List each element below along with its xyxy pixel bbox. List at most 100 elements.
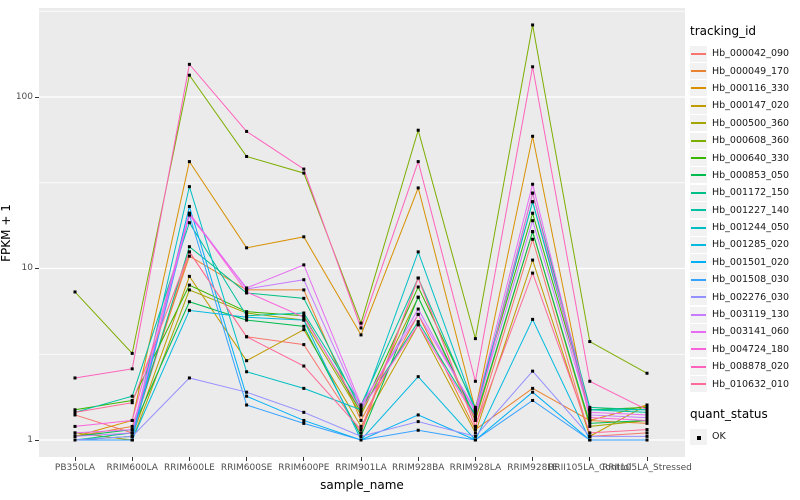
data-point bbox=[302, 288, 306, 292]
data-point bbox=[416, 320, 420, 324]
data-point bbox=[588, 424, 592, 428]
legend-color-title: tracking_id bbox=[690, 24, 757, 38]
legend-item-Hb_004724_180: Hb_004724_180 bbox=[690, 341, 800, 358]
data-point bbox=[187, 185, 191, 189]
legend-line-icon bbox=[691, 383, 706, 386]
data-point bbox=[130, 398, 134, 402]
data-point bbox=[245, 390, 249, 394]
legend-key-swatch bbox=[690, 236, 707, 253]
legend-item-label: Hb_001244_050 bbox=[712, 222, 790, 234]
legend-item-label: Hb_008878_020 bbox=[712, 361, 790, 373]
x-tick-mark bbox=[188, 457, 190, 461]
data-point bbox=[416, 312, 420, 316]
data-point bbox=[73, 431, 77, 435]
legend-item-label: Hb_000500_360 bbox=[712, 117, 790, 129]
legend-item-Hb_000042_090: Hb_000042_090 bbox=[690, 45, 800, 62]
x-tick-label: RRII105LA_Control bbox=[548, 463, 632, 473]
data-point bbox=[187, 274, 191, 278]
legend-item-label: Hb_001285_020 bbox=[712, 239, 790, 251]
legend-shape-title: quant_status bbox=[690, 406, 768, 421]
x-tick-label: RRIM600LA bbox=[106, 463, 158, 473]
data-point bbox=[302, 235, 306, 239]
data-point bbox=[302, 343, 306, 347]
legend-item-label: Hb_000853_050 bbox=[712, 169, 790, 181]
data-point bbox=[245, 310, 249, 314]
data-point bbox=[73, 290, 77, 294]
legend-key-swatch bbox=[690, 306, 707, 323]
data-point bbox=[588, 408, 592, 412]
data-point bbox=[302, 328, 306, 332]
legend-item-label: Hb_000147_020 bbox=[712, 100, 790, 112]
series-line-Hb_008878_020 bbox=[74, 63, 648, 411]
x-tick-mark bbox=[589, 457, 591, 461]
y-tick-label: 100 bbox=[15, 91, 33, 102]
data-point bbox=[588, 438, 592, 442]
data-point bbox=[588, 431, 592, 435]
data-point bbox=[531, 211, 535, 215]
data-point bbox=[416, 428, 420, 432]
data-point bbox=[473, 434, 477, 438]
legend-item-label: Hb_000640_330 bbox=[712, 152, 790, 164]
data-point bbox=[473, 337, 477, 341]
data-point bbox=[531, 390, 535, 394]
legend-key-swatch bbox=[690, 219, 707, 236]
data-point bbox=[531, 200, 535, 204]
data-point bbox=[130, 401, 134, 405]
legend-line-icon bbox=[691, 226, 706, 229]
legend-item-Hb_000049_170: Hb_000049_170 bbox=[690, 62, 800, 80]
data-point bbox=[130, 438, 134, 442]
legend-item-Hb_001172_150: Hb_001172_150 bbox=[690, 184, 800, 201]
data-point bbox=[187, 283, 191, 287]
data-point bbox=[245, 394, 249, 398]
x-tick-label: RRII105LA_Stressed bbox=[602, 463, 692, 473]
data-point bbox=[416, 128, 420, 132]
data-point bbox=[130, 351, 134, 355]
data-point bbox=[473, 410, 477, 414]
legend-key-swatch bbox=[690, 167, 707, 184]
legend-item-label: Hb_000049_170 bbox=[712, 65, 790, 77]
legend-item-label: Hb_000608_360 bbox=[712, 135, 790, 147]
data-point bbox=[531, 398, 535, 402]
data-point bbox=[359, 405, 363, 409]
legend-item-Hb_001501_020: Hb_001501_020 bbox=[690, 254, 800, 271]
x-tick-mark bbox=[532, 457, 534, 461]
legend-item-label: OK bbox=[712, 431, 726, 442]
data-point bbox=[302, 171, 306, 175]
data-point bbox=[645, 408, 649, 412]
data-point bbox=[73, 408, 77, 412]
data-point bbox=[416, 295, 420, 299]
data-point bbox=[73, 376, 77, 380]
legend-item-label: Hb_002276_030 bbox=[712, 291, 790, 303]
legend-item-Hb_008878_020: Hb_008878_020 bbox=[690, 358, 800, 375]
x-axis-title: sample_name bbox=[320, 478, 404, 492]
series-line-Hb_003119_130 bbox=[74, 212, 648, 437]
data-point bbox=[245, 370, 249, 374]
data-point bbox=[531, 237, 535, 241]
data-point bbox=[187, 213, 191, 217]
legend-key-swatch bbox=[690, 271, 707, 288]
data-point bbox=[187, 160, 191, 164]
data-point bbox=[302, 296, 306, 300]
data-point bbox=[645, 405, 649, 409]
data-point bbox=[359, 434, 363, 438]
data-point bbox=[416, 285, 420, 289]
legend-item-Hb_000608_360: Hb_000608_360 bbox=[690, 132, 800, 149]
legend-line-icon bbox=[691, 122, 706, 125]
data-point bbox=[302, 364, 306, 368]
data-point bbox=[531, 191, 535, 195]
legend-item-label: Hb_001508_030 bbox=[712, 274, 790, 286]
data-point bbox=[531, 258, 535, 262]
legend-key-swatch bbox=[690, 115, 707, 132]
data-point bbox=[645, 416, 649, 420]
data-point bbox=[588, 405, 592, 409]
legend-key-swatch bbox=[690, 45, 707, 62]
data-point bbox=[302, 311, 306, 315]
legend-key-swatch bbox=[690, 323, 707, 340]
data-point bbox=[359, 333, 363, 337]
legend-line-icon bbox=[691, 139, 706, 142]
data-point bbox=[302, 418, 306, 422]
legend-line-icon bbox=[691, 209, 706, 212]
x-tick-mark bbox=[646, 457, 648, 461]
data-point bbox=[531, 230, 535, 234]
data-point bbox=[245, 290, 249, 294]
